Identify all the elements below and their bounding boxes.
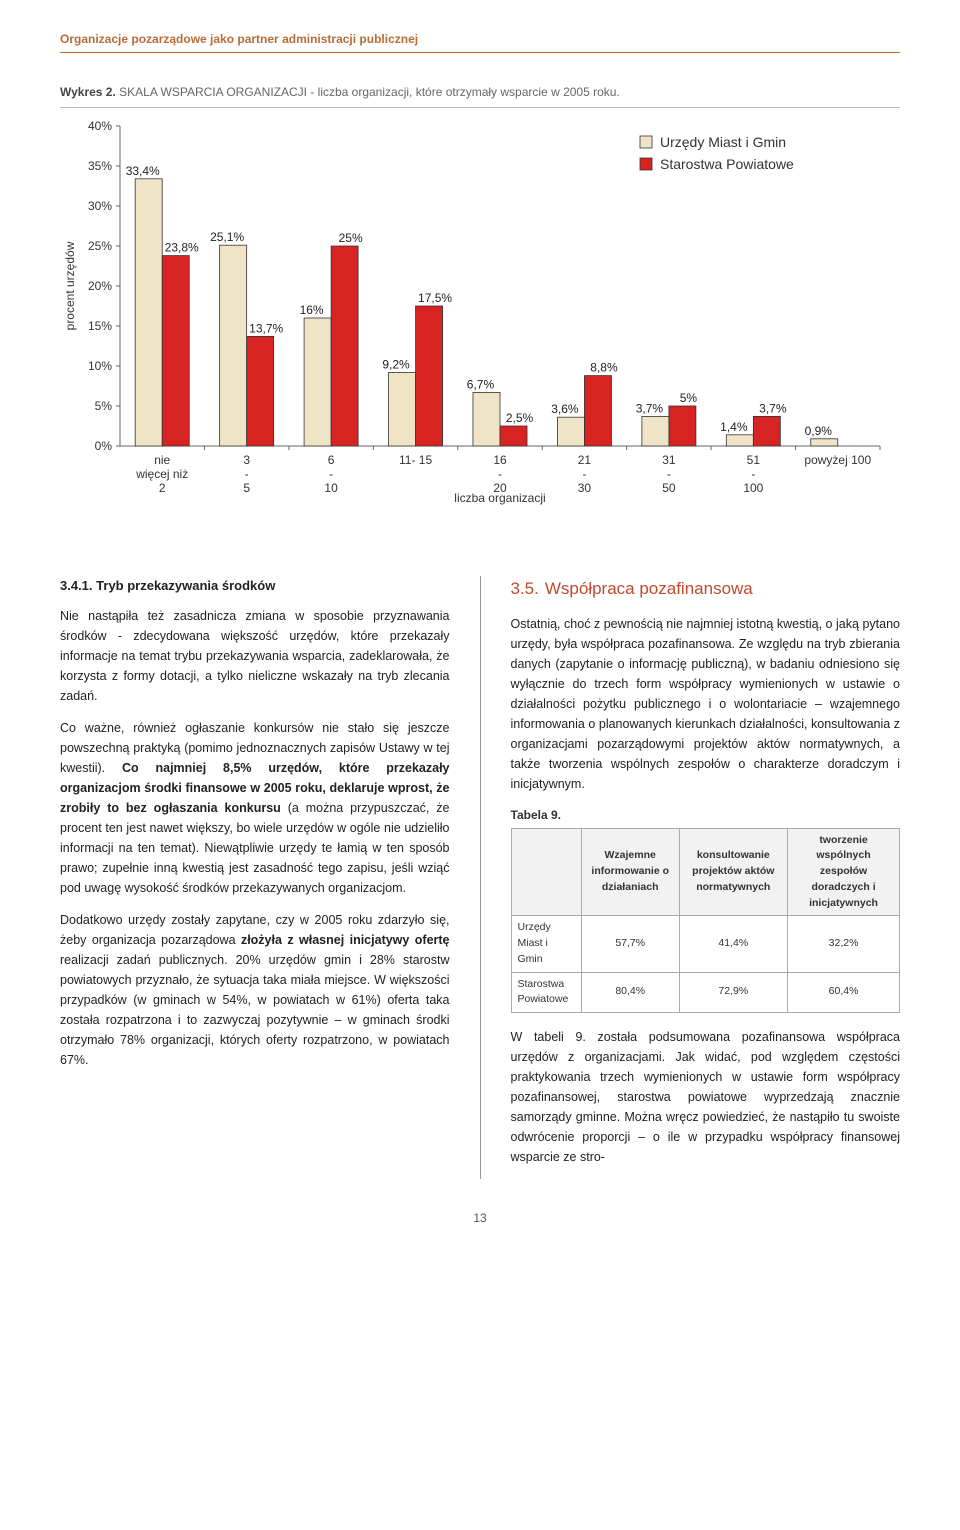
svg-text:6: 6 [328,453,335,467]
svg-text:6,7%: 6,7% [467,377,495,391]
svg-text:3,6%: 3,6% [551,402,579,416]
svg-text:2: 2 [159,481,166,495]
svg-text:33,4%: 33,4% [126,164,160,178]
table-cell: Urzędy Miast i Gmin [511,916,581,972]
running-header: Organizacje pozarządowe jako partner adm… [60,30,900,53]
svg-text:nie: nie [154,453,170,467]
svg-text:0%: 0% [95,439,113,453]
svg-text:Urzędy Miast i Gmin: Urzędy Miast i Gmin [660,134,786,150]
table-cell: 60,4% [788,972,900,1013]
svg-text:powyżej 100: powyżej 100 [804,453,871,467]
svg-text:50: 50 [662,481,676,495]
svg-text:-: - [667,467,671,481]
svg-text:25,1%: 25,1% [210,230,244,244]
svg-text:-: - [498,467,502,481]
svg-text:-: - [329,467,333,481]
svg-text:5: 5 [243,481,250,495]
svg-text:liczba organizacji: liczba organizacji [454,491,545,505]
paragraph: Ostatnią, choć z pewnością nie najmniej … [511,614,901,794]
svg-text:5%: 5% [680,391,698,405]
svg-text:40%: 40% [88,119,112,133]
section-heading-left: 3.4.1. Tryb przekazywania środków [60,576,450,596]
svg-text:10%: 10% [88,359,112,373]
svg-text:10: 10 [324,481,338,495]
svg-text:25%: 25% [88,239,112,253]
svg-text:30: 30 [578,481,592,495]
svg-text:51: 51 [747,453,761,467]
svg-text:20%: 20% [88,279,112,293]
svg-text:23,8%: 23,8% [165,241,199,255]
svg-text:17,5%: 17,5% [418,291,452,305]
paragraph: Dodatkowo urzędy zostały zapytane, czy w… [60,910,450,1070]
svg-text:13,7%: 13,7% [249,321,283,335]
svg-text:5%: 5% [95,399,113,413]
svg-text:30%: 30% [88,199,112,213]
svg-text:0,9%: 0,9% [805,424,833,438]
svg-text:16%: 16% [300,303,324,317]
right-column: 3.5.Współpraca pozafinansowa Ostatnią, c… [511,576,901,1179]
paragraph: Nie nastąpiła też zasadnicza zmiana w sp… [60,606,450,706]
table-cell: 57,7% [581,916,679,972]
svg-text:21: 21 [578,453,592,467]
table-cell: 32,2% [788,916,900,972]
svg-text:16: 16 [493,453,507,467]
svg-text:15%: 15% [88,319,112,333]
bar-chart: procent urzędów0%5%10%15%20%25%30%35%40%… [60,116,900,536]
paragraph: Co ważne, również ogłaszanie konkursów n… [60,718,450,898]
table-row: Urzędy Miast i Gmin57,7%41,4%32,2% [511,916,900,972]
svg-text:31: 31 [662,453,676,467]
svg-text:procent urzędów: procent urzędów [63,241,77,330]
svg-text:1,4%: 1,4% [720,420,748,434]
svg-text:8,8%: 8,8% [590,361,618,375]
left-column: 3.4.1. Tryb przekazywania środków Nie na… [60,576,450,1179]
table-row: Starostwa Powiatowe80,4%72,9%60,4% [511,972,900,1013]
svg-text:3: 3 [243,453,250,467]
svg-text:25%: 25% [339,231,363,245]
svg-text:-: - [245,467,249,481]
column-divider [480,576,481,1179]
table-9: Tabela 9. Wzajemne informowanie o działa… [511,806,901,1014]
table-cell: 41,4% [679,916,788,972]
chart-caption-text: SKALA WSPARCIA ORGANIZACJI - liczba orga… [116,85,620,99]
table-cell: 72,9% [679,972,788,1013]
svg-text:11- 15: 11- 15 [399,453,432,467]
svg-text:9,2%: 9,2% [382,357,410,371]
svg-text:2,5%: 2,5% [506,411,534,425]
table-header-cell: Wzajemne informowanie o działaniach [581,828,679,916]
chart-caption-prefix: Wykres 2. [60,85,116,99]
chart-caption: Wykres 2. SKALA WSPARCIA ORGANIZACJI - l… [60,83,900,108]
svg-text:35%: 35% [88,159,112,173]
table-header-cell [511,828,581,916]
table-header-cell: tworzenie wspólnych zespołów doradczych … [788,828,900,916]
section-heading-right: 3.5.Współpraca pozafinansowa [511,576,901,602]
table-caption: Tabela 9. [511,806,901,828]
svg-text:-: - [751,467,755,481]
svg-text:3,7%: 3,7% [759,401,787,415]
table-header-cell: konsultowanie projektów aktów normatywny… [679,828,788,916]
paragraph: W tabeli 9. została podsumowana pozafina… [511,1027,901,1167]
svg-text:więcej niż: więcej niż [135,467,188,481]
svg-text:3,7%: 3,7% [636,401,664,415]
svg-text:-: - [582,467,586,481]
table-cell: 80,4% [581,972,679,1013]
svg-text:100: 100 [743,481,763,495]
page-number: 13 [60,1209,900,1227]
table-cell: Starostwa Powiatowe [511,972,581,1013]
svg-text:Starostwa Powiatowe: Starostwa Powiatowe [660,156,794,172]
